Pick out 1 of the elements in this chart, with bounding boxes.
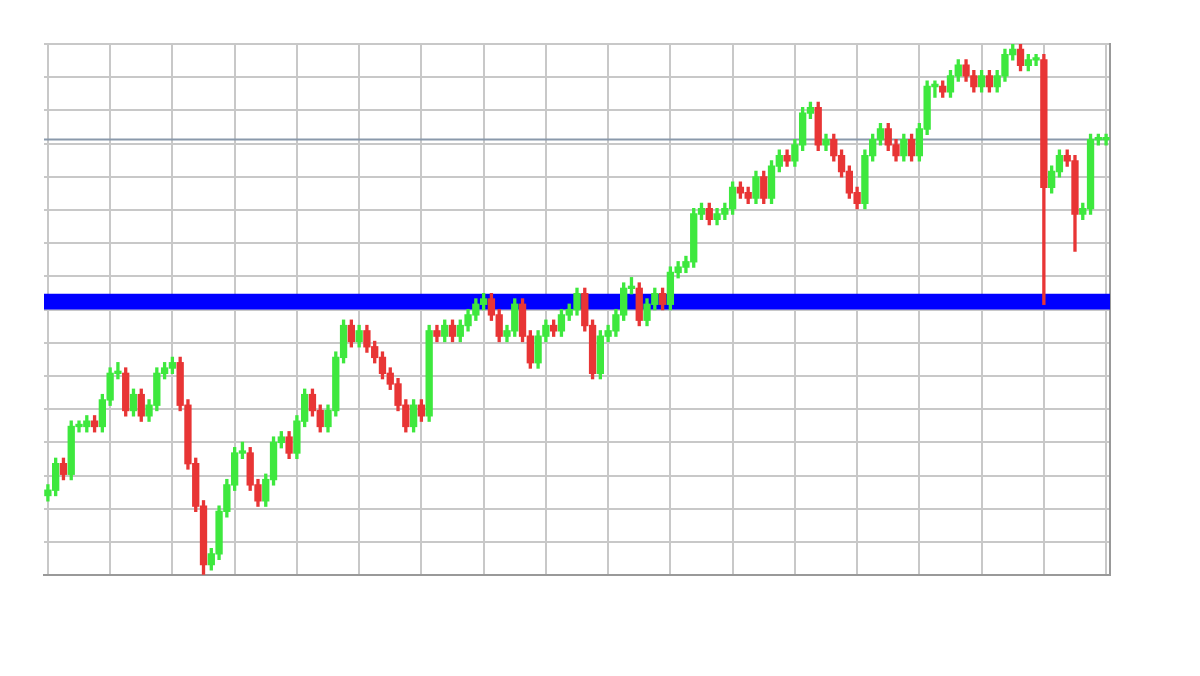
candlestick — [1102, 133, 1110, 146]
